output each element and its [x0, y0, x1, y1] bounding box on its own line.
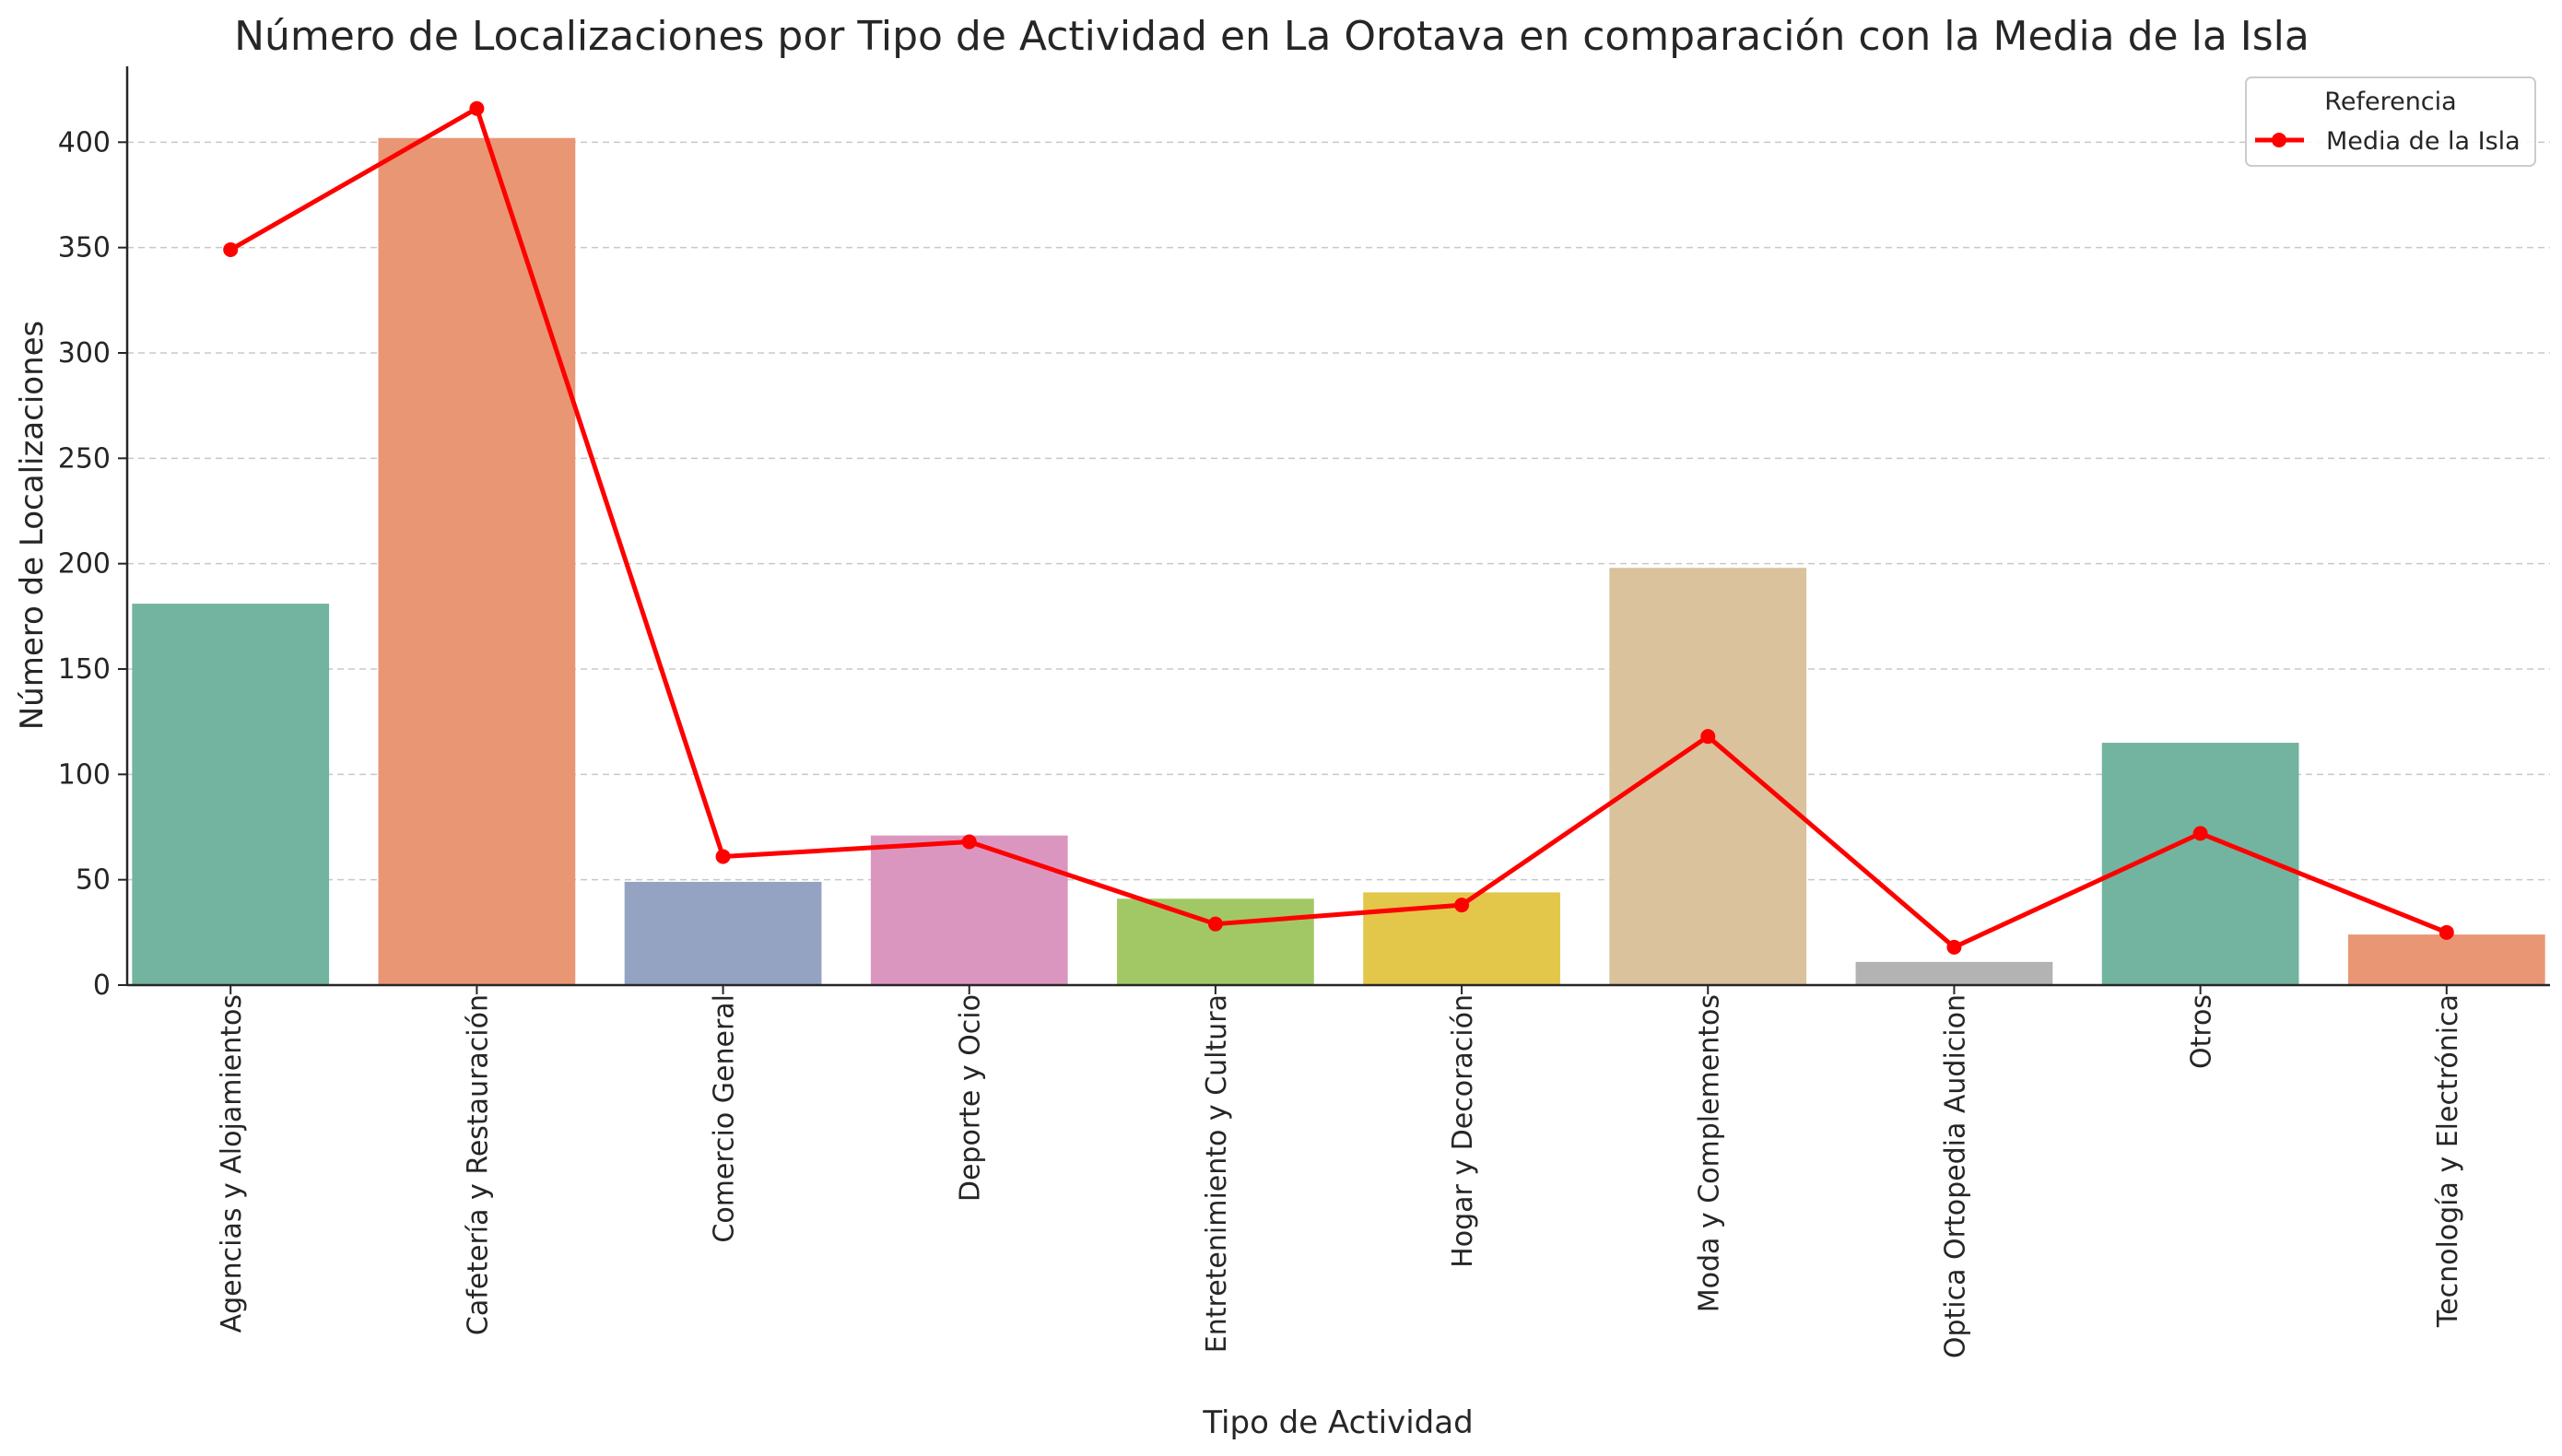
bar: [1117, 898, 1314, 985]
x-axis-label: Tipo de Actividad: [1202, 1404, 1473, 1441]
bar: [1855, 961, 2053, 985]
legend: Referencia Media de la Isla: [2245, 76, 2536, 167]
x-tick-label: Hogar y Decoración: [1447, 994, 1479, 1268]
bar: [1609, 568, 1807, 985]
average-point: [223, 241, 239, 257]
average-point: [715, 849, 731, 864]
x-tick-label: Deporte y Ocio: [955, 994, 987, 1202]
y-tick-label: 0: [93, 969, 111, 1002]
x-tick-label: Agencias y Alojamientos: [216, 994, 248, 1333]
x-axis-ticks: Agencias y Alojamientos Cafetería y Resta…: [216, 985, 2464, 1358]
y-tick-label: 200: [58, 548, 111, 581]
average-line-group: [223, 100, 2454, 955]
legend-entry-label: Media de la Isla: [2326, 127, 2521, 156]
average-point: [469, 100, 485, 116]
bar: [132, 604, 330, 985]
x-tick-label: Entretenimiento y Cultura: [1201, 994, 1233, 1353]
x-tick-label: Moda y Complementos: [1693, 994, 1725, 1312]
y-tick-label: 300: [58, 337, 111, 370]
x-tick-label: Optica Ortopedia Audicion: [1939, 994, 1971, 1358]
average-line: [229, 106, 2448, 950]
y-axis-ticks: 0 50 100 150 200 250 300 350 400: [58, 126, 127, 1002]
x-tick-label: Comercio General: [709, 994, 741, 1243]
average-point: [1207, 916, 1223, 932]
average-point: [1454, 898, 1470, 913]
x-tick-label: Cafetería y Restauración: [462, 994, 494, 1335]
y-tick-label: 400: [58, 126, 111, 159]
bar: [624, 881, 822, 985]
average-point: [1946, 939, 1962, 955]
y-tick-label: 150: [58, 653, 111, 686]
average-point: [2192, 826, 2208, 841]
average-point: [1700, 729, 1716, 745]
average-point: [961, 834, 977, 850]
y-tick-label: 100: [58, 758, 111, 791]
average-point: [2439, 924, 2454, 940]
y-tick-label: 250: [58, 442, 111, 475]
bars-group: [132, 137, 2545, 986]
x-tick-label: Tecnología y Electrónica: [2432, 994, 2464, 1328]
bar: [378, 137, 576, 986]
chart-title: Número de Localizaciones por Tipo de Act…: [234, 13, 2309, 60]
x-tick-label: Otros: [2186, 994, 2218, 1069]
bar: [2347, 934, 2545, 985]
y-axis-label: Número de Localizaciones: [14, 321, 51, 731]
y-tick-label: 350: [58, 232, 111, 264]
legend-box: [2245, 76, 2536, 167]
legend-marker: [2272, 133, 2286, 147]
bar: [870, 835, 1068, 985]
y-tick-label: 50: [76, 864, 111, 897]
legend-title: Referencia: [2324, 88, 2456, 116]
